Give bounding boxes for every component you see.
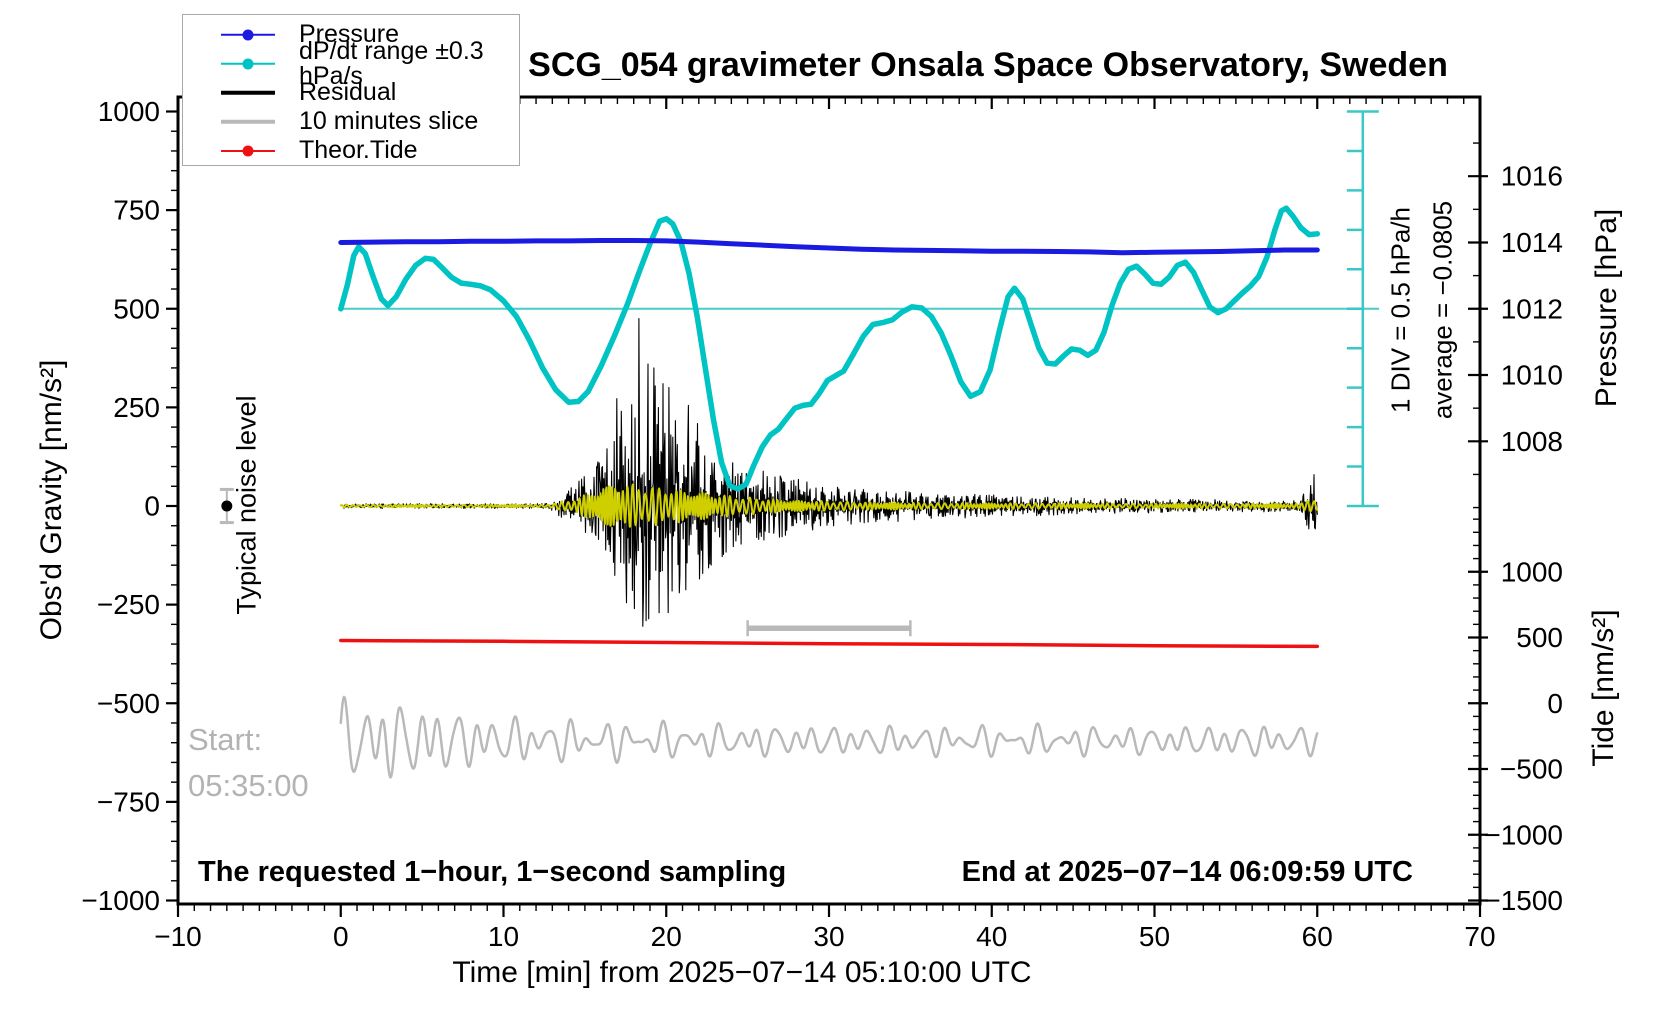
slice-trace [339, 695, 1319, 779]
time-tick-label: 20 [651, 921, 682, 952]
legend-item-theor-tide: Theor.Tide [183, 136, 519, 165]
gravity-tick-label: 1000 [98, 96, 160, 127]
div-scale-note: 1 DIV = 0.5 hPa/h [1385, 207, 1416, 413]
tide-tick-label: −1500 [1484, 885, 1563, 916]
time-tick-label: 10 [488, 921, 519, 952]
dpdt-curve [338, 205, 1321, 492]
typical-noise-level-label: Typical noise level [231, 395, 262, 615]
legend-label: Residual [299, 78, 397, 106]
gravity-tick-label: 0 [144, 491, 160, 522]
time-tick-label: −10 [154, 921, 202, 952]
legend-item-10-minutes-slice: 10 minutes slice [183, 107, 519, 136]
time-tick-label: 60 [1302, 921, 1333, 952]
legend-label: dP/dt range ±0.3 hPa/s [299, 36, 484, 90]
tide-tick-label: 1000 [1501, 556, 1563, 587]
x-axis-title: Time [min] from 2025−07−14 05:10:00 UTC [452, 956, 1032, 989]
tide-tick-label: −1000 [1484, 819, 1563, 850]
sampling-note: The requested 1−hour, 1−second sampling [198, 856, 787, 888]
legend-item-residual: Residual [183, 78, 519, 107]
legend-dot-sample [242, 58, 254, 69]
legend-dot-sample [242, 145, 254, 156]
legend-label: Theor.Tide [299, 136, 418, 164]
pressure-curve [338, 238, 1320, 256]
gravity-tick-label: 250 [113, 392, 160, 423]
legend-item-dp-dt-range-0-3-hpa-s: dP/dt range ±0.3 hPa/s [183, 38, 519, 88]
tide-tick-label: −500 [1500, 754, 1563, 785]
time-tick-label: 30 [813, 921, 844, 952]
residual-trace [340, 318, 1318, 627]
start-time: 05:35:00 [188, 768, 309, 803]
time-tick-label: 70 [1464, 921, 1495, 952]
gravity-tick-label: −1000 [81, 885, 160, 916]
legend-label: 10 minutes slice [299, 107, 479, 135]
noise-marker-dot [221, 500, 233, 512]
legend: Pressure dP/dt range ±0.3 hPa/s Residual 10… [182, 14, 520, 166]
gravity-tick-label: −500 [97, 688, 160, 719]
pressure-axis-title: Pressure [hPa] [1590, 208, 1623, 408]
legend-swatch-theor-tide [221, 144, 275, 158]
tide-tick-label: 500 [1516, 622, 1563, 653]
end-time-note: End at 2025−07−14 06:09:59 UTC [961, 856, 1413, 888]
theor-tide-line [339, 638, 1320, 649]
pressure-tick-label: 1012 [1501, 293, 1563, 324]
time-tick-label: 0 [333, 921, 349, 952]
pressure-tick-label: 1010 [1501, 360, 1563, 391]
tide-tick-label: 0 [1547, 688, 1563, 719]
legend-dot-sample [242, 29, 254, 40]
legend-item-pressure: Pressure [183, 20, 519, 49]
pressure-tick-label: 1008 [1501, 426, 1563, 457]
pressure-tick-label: 1014 [1501, 227, 1563, 258]
page-title: SCG_054 gravimeter Onsala Space Observat… [528, 46, 1448, 84]
time-tick-label: 50 [1139, 921, 1170, 952]
gravity-tick-label: −750 [97, 786, 160, 817]
gravity-tick-label: 500 [113, 293, 160, 324]
left-axis-title: Obs'd Gravity [nm/s²] [35, 359, 68, 641]
pressure-tick-label: 1016 [1501, 161, 1563, 192]
residual-filtered-trace [339, 483, 1319, 528]
legend-label: Pressure [299, 20, 400, 48]
legend-swatch-pressure [221, 28, 275, 42]
legend-swatch-residual [221, 86, 275, 100]
time-tick-label: 40 [976, 921, 1007, 952]
gravity-tick-label: −250 [97, 589, 160, 620]
legend-swatch-dp-dt-range-0-3-hpa-s [221, 57, 275, 71]
start-label: Start: [188, 722, 263, 757]
average-dpdt-note: average = −0.0805 [1427, 200, 1458, 420]
legend-swatch-10-minutes-slice [221, 115, 275, 129]
gravity-tick-label: 750 [113, 195, 160, 226]
tide-axis-title: Tide [nm/s²] [1587, 609, 1620, 767]
legend-line-sample [221, 119, 275, 124]
legend-line-sample [221, 90, 275, 95]
